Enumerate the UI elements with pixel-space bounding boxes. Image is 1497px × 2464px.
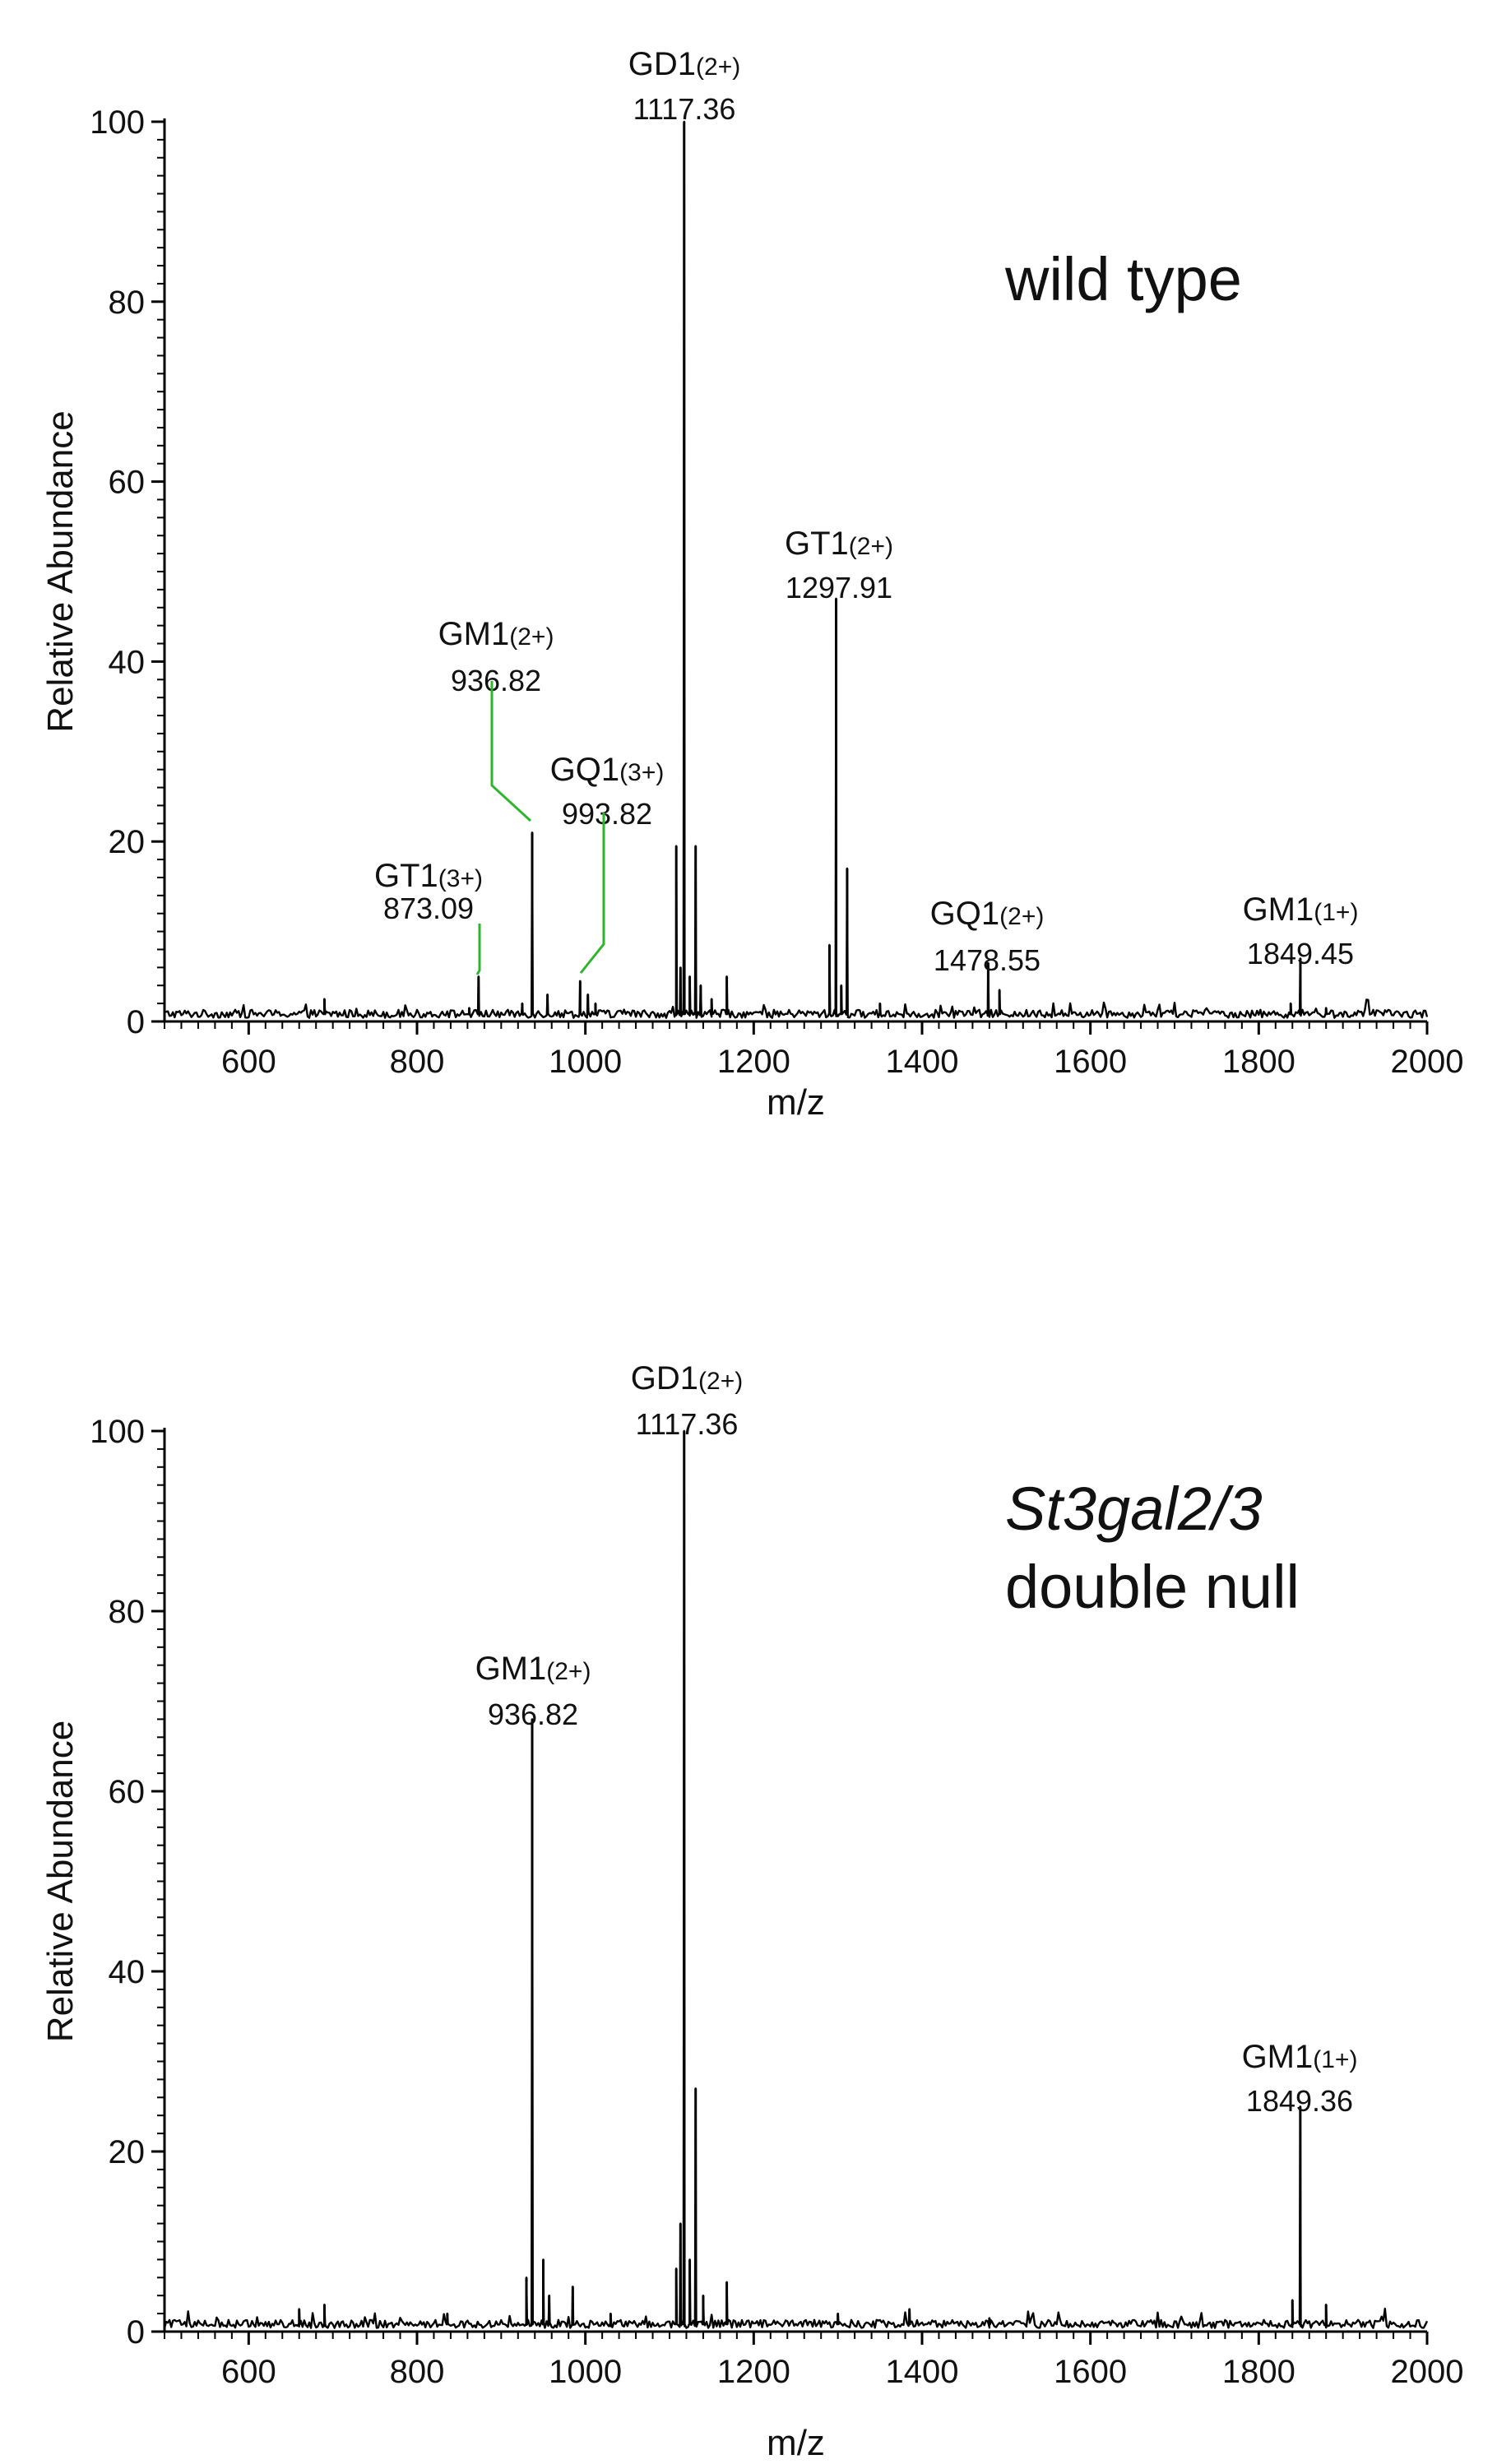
y-tick-label: 60 — [109, 465, 146, 501]
x-tick-label: 1400 — [886, 1044, 959, 1080]
peak-label-mz: 1478.55 — [934, 943, 1040, 977]
x-tick-label: 1000 — [549, 2354, 622, 2390]
panel-title: wild type — [1004, 245, 1242, 313]
y-tick-label: 100 — [90, 1414, 145, 1450]
y-tick-label: 100 — [90, 104, 145, 141]
peak-leader-line — [490, 681, 532, 822]
peak-label-mz: 936.82 — [451, 664, 541, 697]
x-tick-label: 1000 — [549, 1044, 622, 1080]
peak-label-mz: 1849.45 — [1247, 937, 1354, 970]
peak-annotation: GM1(1+) 1849.36 — [1242, 2039, 1358, 2118]
x-tick-label: 2000 — [1391, 1044, 1464, 1080]
y-tick-label: 40 — [109, 644, 146, 680]
peak-annotation: GQ1(2+) 1478.55 — [930, 896, 1045, 977]
x-tick-label: 1600 — [1054, 2354, 1127, 2390]
peak-label-mz: 873.09 — [383, 892, 474, 925]
x-tick-label: 600 — [221, 1044, 276, 1080]
x-tick-label: 1600 — [1054, 1044, 1127, 1080]
peak-label-mz: 936.82 — [488, 1697, 578, 1731]
y-tick-label: 0 — [127, 1004, 145, 1040]
peak-annotation: GM1(2+) 936.82 — [438, 616, 554, 822]
spectrum-trace — [163, 1429, 1429, 2329]
peak-annotation: GQ1(3+) 993.82 — [550, 752, 665, 974]
peak-label-name: GM1(1+) — [1242, 2039, 1358, 2075]
peak-annotation: GM1(1+) 1849.45 — [1243, 892, 1359, 970]
peak-leader-line — [475, 924, 481, 975]
peak-label-name: GD1(2+) — [631, 1360, 743, 1396]
x-tick-label: 1800 — [1222, 1044, 1295, 1080]
x-tick-label: 800 — [390, 2354, 445, 2390]
peak-label-mz: 1297.91 — [786, 571, 892, 604]
peak-label-name: GD1(2+) — [628, 46, 740, 82]
peak-annotation: GT1(3+)873.09 — [374, 858, 483, 975]
x-tick-label: 1200 — [717, 2354, 790, 2390]
peak-label-mz: 1849.36 — [1246, 2084, 1353, 2118]
peak-annotation: GT1(2+) 1297.91 — [785, 526, 893, 604]
x-axis-title: m/z — [767, 2423, 825, 2463]
x-tick-label: 1800 — [1222, 2354, 1295, 2390]
y-axis-title: Relative Abundance — [40, 410, 81, 732]
spectrum-trace — [164, 120, 1429, 1019]
double-null-spectrum-panel: 0 20 40 60 80 100 600 800 1000 1200 1400 1600 1800 20… — [40, 1360, 1463, 2463]
peak-label-name: GM1(2+) — [475, 1651, 591, 1687]
peak-label-name: GT1(3+) — [374, 858, 483, 894]
peak-annotation: GD1(2+) 1117.36 — [628, 46, 740, 126]
y-axis-title: Relative Abundance — [40, 1721, 81, 2042]
x-tick-label: 2000 — [1391, 2354, 1464, 2390]
peak-label-name: GQ1(2+) — [930, 896, 1045, 932]
y-tick-label: 20 — [109, 2134, 146, 2170]
y-tick-label: 40 — [109, 1954, 146, 1990]
y-tick-label: 80 — [109, 285, 146, 321]
peak-leader-line — [579, 813, 605, 974]
peak-annotation: GD1(2+) 1117.36 — [631, 1360, 743, 1441]
peak-annotation: GM1(2+) 936.82 — [475, 1651, 591, 1731]
peak-label-name: GQ1(3+) — [550, 752, 665, 788]
panel-title-line2: double null — [1005, 1553, 1300, 1621]
x-axis-title: m/z — [767, 1082, 825, 1123]
peak-label-mz: 993.82 — [562, 797, 652, 831]
x-tick-label: 1200 — [717, 1044, 790, 1080]
y-tick-label: 60 — [109, 1774, 146, 1810]
peak-label-name: GM1(2+) — [438, 616, 554, 652]
y-tick-label: 20 — [109, 824, 146, 860]
peak-label-name: GT1(2+) — [785, 526, 893, 562]
x-tick-label: 600 — [221, 2354, 276, 2390]
x-tick-label: 800 — [390, 1044, 445, 1080]
y-tick-label: 0 — [127, 2314, 145, 2351]
y-tick-label: 80 — [109, 1594, 146, 1630]
x-tick-label: 1400 — [886, 2354, 959, 2390]
wild-type-spectrum-panel: 0 20 40 60 80 100 600 800 1000 1200 1400 1600 1800 20… — [40, 46, 1463, 1123]
peak-label-name: GM1(1+) — [1243, 892, 1359, 928]
panel-title: St3gal2/3 — [1005, 1475, 1263, 1543]
peak-label-mz: 1117.36 — [633, 92, 736, 126]
peak-label-mz: 1117.36 — [636, 1407, 739, 1441]
